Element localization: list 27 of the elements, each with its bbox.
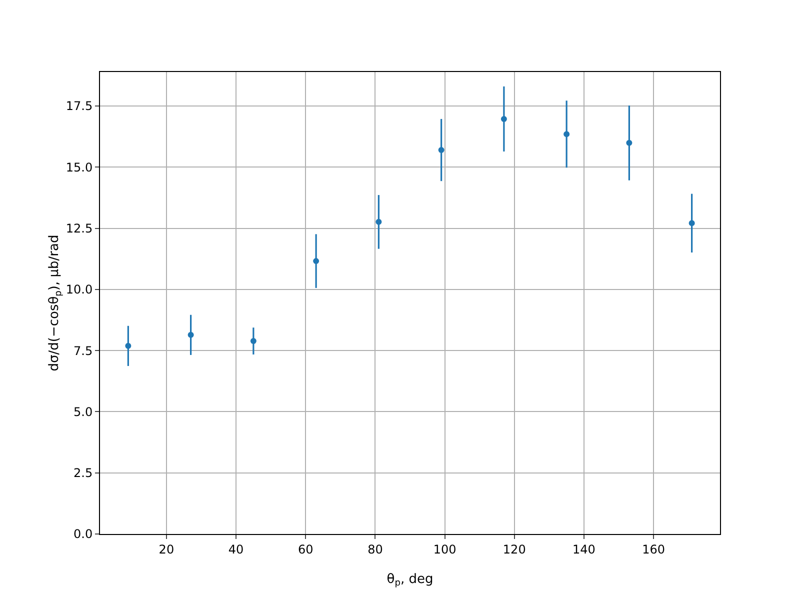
point: [250, 338, 256, 344]
y-tick-label: 15.0: [66, 160, 93, 174]
y-tick-label: 17.5: [66, 99, 93, 114]
x-tick-label: 100: [433, 542, 456, 556]
y-tick-label: 0.0: [74, 527, 93, 542]
point: [125, 342, 132, 349]
y-tick-label: 2.5: [74, 466, 93, 480]
x-tick-label: 120: [502, 542, 526, 556]
x-tick-label: 80: [368, 542, 383, 556]
y-tick-label: 12.5: [66, 221, 93, 236]
y-tick-label: 7.5: [74, 344, 93, 358]
x-tick-label: 20: [158, 542, 174, 556]
point: [688, 220, 695, 226]
point: [188, 332, 194, 338]
x-tick-label: 140: [572, 542, 596, 556]
point: [313, 258, 320, 264]
x-tick-label: 60: [298, 542, 314, 556]
point: [626, 140, 632, 146]
point: [438, 147, 444, 154]
x-tick-label: 160: [642, 542, 666, 556]
point: [500, 116, 507, 122]
x-axis-title: θ$_{p}$, deg: [386, 572, 434, 589]
y-tick-label: 10.0: [66, 282, 93, 297]
x-tick-label: 40: [228, 542, 244, 556]
point: [564, 131, 570, 138]
point: [376, 218, 382, 225]
y-tick-label: 5.0: [74, 404, 93, 419]
